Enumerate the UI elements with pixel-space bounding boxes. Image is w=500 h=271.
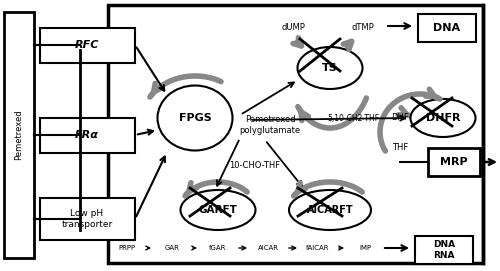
Ellipse shape [298,47,362,89]
Text: AICAR: AICAR [258,245,278,251]
FancyBboxPatch shape [4,12,34,258]
Text: GAR: GAR [164,245,180,251]
Text: Pemetrexed
polyglutamate: Pemetrexed polyglutamate [240,115,300,135]
FancyBboxPatch shape [40,28,135,63]
Text: DHFR: DHFR [426,113,460,123]
Text: RFC: RFC [75,40,99,50]
Text: TS: TS [322,63,338,73]
Text: FPGS: FPGS [178,113,212,123]
Text: 10-CHO-THF: 10-CHO-THF [230,160,280,169]
Text: AICARFT: AICARFT [306,205,354,215]
Text: 5,10-CH2-THF: 5,10-CH2-THF [327,114,379,122]
Text: THF: THF [392,144,408,153]
Text: GARFT: GARFT [198,205,237,215]
Text: MRP: MRP [440,157,468,167]
Text: Pemetrexed: Pemetrexed [14,110,24,160]
FancyBboxPatch shape [428,148,480,176]
FancyBboxPatch shape [415,236,473,264]
Text: FRα: FRα [75,130,99,140]
Ellipse shape [289,190,371,230]
Ellipse shape [410,99,476,137]
Text: DHF: DHF [391,114,409,122]
FancyBboxPatch shape [40,118,135,153]
Text: fAICAR: fAICAR [306,245,330,251]
Text: DNA: DNA [434,23,460,33]
Text: PRPP: PRPP [118,245,136,251]
Text: DNA
RNA: DNA RNA [433,240,455,260]
FancyBboxPatch shape [418,14,476,42]
Text: Low pH
transporter: Low pH transporter [62,209,112,229]
Text: fGAR: fGAR [210,245,226,251]
Ellipse shape [180,190,256,230]
FancyBboxPatch shape [108,5,483,263]
FancyBboxPatch shape [40,198,135,240]
Text: dTMP: dTMP [352,24,374,33]
Text: dUMP: dUMP [281,24,305,33]
Ellipse shape [158,85,232,150]
Text: IMP: IMP [359,245,371,251]
